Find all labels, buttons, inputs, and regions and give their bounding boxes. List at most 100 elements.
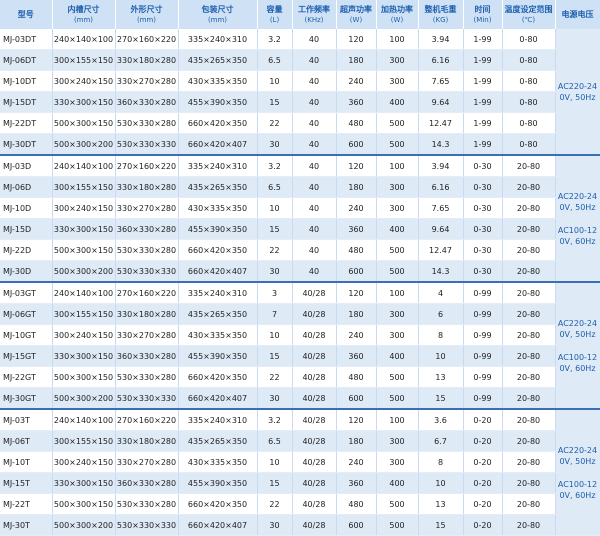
header-unit: (W): [390, 15, 404, 24]
table-row: MJ-06GT 300×155×150 330×180×280 435×265×350…: [0, 303, 600, 325]
data-cell: 12.47: [418, 239, 464, 261]
voltage-cell: AC220-240V, 50Hz: [555, 29, 600, 156]
table-row: MJ-22GT 500×300×150 530×330×280 660×420×350…: [0, 366, 600, 388]
data-cell: 40/28: [292, 324, 337, 346]
voltage-cell: AC220-240V, 50Hz AC100-120V, 60Hz: [555, 281, 600, 410]
data-cell: 40/28: [292, 366, 337, 388]
data-cell: 0-20: [463, 472, 503, 494]
header-title: 包装尺寸: [201, 4, 234, 14]
data-cell: 360: [336, 91, 377, 113]
data-cell: 7: [257, 303, 293, 325]
data-cell: 100: [376, 408, 419, 431]
voltage-text: AC220-240V, 50Hz: [557, 81, 598, 102]
data-cell: 455×390×350: [178, 218, 258, 240]
model-cell: MJ-15D: [0, 218, 53, 240]
data-cell: 400: [376, 218, 419, 240]
voltage-text: AC100-120V, 60Hz: [557, 352, 598, 373]
data-cell: 40/28: [292, 430, 337, 452]
voltage-text: AC220-240V, 50Hz: [557, 191, 598, 212]
data-cell: 240×140×100: [52, 408, 116, 431]
data-cell: 6.5: [257, 49, 293, 71]
data-cell: 330×270×280: [115, 324, 179, 346]
data-cell: 500: [376, 239, 419, 261]
column-header: 外形尺寸 (mm): [115, 0, 179, 29]
data-cell: 6: [418, 303, 464, 325]
data-cell: 0-30: [463, 154, 503, 177]
data-cell: 360: [336, 345, 377, 367]
voltage-text: AC100-120V, 60Hz: [557, 479, 598, 500]
data-cell: 40/28: [292, 408, 337, 431]
data-cell: 40/28: [292, 451, 337, 473]
data-cell: 1-99: [463, 70, 503, 92]
table-row: MJ-10T 300×240×150 330×270×280 430×335×350 1…: [0, 451, 600, 473]
data-cell: 0-80: [502, 29, 556, 50]
data-cell: 40/28: [292, 281, 337, 304]
table-row: MJ-03DT 240×140×100 270×160×220 335×240×310…: [0, 29, 600, 156]
voltage-text: AC220-240V, 50Hz: [557, 445, 598, 466]
data-cell: 660×420×350: [178, 112, 258, 134]
data-cell: 300: [376, 430, 419, 452]
data-cell: 13: [418, 493, 464, 515]
data-cell: 10: [418, 345, 464, 367]
data-cell: 3.2: [257, 29, 293, 50]
data-cell: 0-80: [502, 91, 556, 113]
data-cell: 0-80: [502, 70, 556, 92]
table-row: MJ-30GT 500×300×200 530×330×330 660×420×407…: [0, 387, 600, 410]
data-cell: 1-99: [463, 133, 503, 156]
data-cell: 40/28: [292, 472, 337, 494]
header-title: 加热功率: [381, 4, 413, 14]
data-cell: 6.7: [418, 430, 464, 452]
data-cell: 0-30: [463, 260, 503, 283]
data-cell: 40: [292, 49, 337, 71]
data-cell: 660×420×350: [178, 493, 258, 515]
data-cell: 335×240×310: [178, 154, 258, 177]
model-cell: MJ-03D: [0, 154, 53, 177]
data-cell: 20-80: [502, 472, 556, 494]
data-cell: 0-30: [463, 176, 503, 198]
data-cell: 10: [257, 197, 293, 219]
data-cell: 600: [336, 387, 377, 410]
model-cell: MJ-06DT: [0, 49, 53, 71]
data-cell: 330×300×150: [52, 472, 116, 494]
data-cell: 7.65: [418, 197, 464, 219]
data-cell: 270×160×220: [115, 408, 179, 431]
data-cell: 300: [376, 303, 419, 325]
model-cell: MJ-15DT: [0, 91, 53, 113]
data-cell: 660×420×350: [178, 239, 258, 261]
data-cell: 20-80: [502, 218, 556, 240]
data-cell: 100: [376, 29, 419, 50]
data-cell: 100: [376, 281, 419, 304]
data-cell: 9.64: [418, 218, 464, 240]
data-cell: 300×240×150: [52, 324, 116, 346]
data-cell: 20-80: [502, 514, 556, 536]
data-cell: 1-99: [463, 91, 503, 113]
data-cell: 40: [292, 260, 337, 283]
data-cell: 500: [376, 387, 419, 410]
data-cell: 0-99: [463, 324, 503, 346]
column-header: 温度设定范围 (℃): [502, 0, 556, 29]
data-cell: 3.94: [418, 154, 464, 177]
model-cell: MJ-06D: [0, 176, 53, 198]
data-cell: 1-99: [463, 112, 503, 134]
header-unit: (mm): [73, 15, 94, 24]
data-cell: 10: [418, 472, 464, 494]
column-header: 电源电压: [555, 0, 600, 29]
data-cell: 240: [336, 70, 377, 92]
data-cell: 20-80: [502, 366, 556, 388]
data-cell: 0-30: [463, 197, 503, 219]
data-cell: 500: [376, 260, 419, 283]
table-row: MJ-22D 500×300×150 530×330×280 660×420×350 2…: [0, 239, 600, 261]
model-cell: MJ-15T: [0, 472, 53, 494]
data-cell: 530×330×330: [115, 260, 179, 283]
data-cell: 240×140×100: [52, 281, 116, 304]
data-cell: 20-80: [502, 345, 556, 367]
data-cell: 20-80: [502, 197, 556, 219]
column-header: 容量 (L): [257, 0, 293, 29]
data-cell: 500: [376, 133, 419, 156]
table-row: MJ-30DT 500×300×200 530×330×330 660×420×407…: [0, 133, 600, 156]
header-title: 温度设定范围: [504, 4, 553, 14]
data-cell: 300: [376, 324, 419, 346]
column-header: 包装尺寸 (mm): [178, 0, 258, 29]
data-cell: 430×335×350: [178, 70, 258, 92]
header-title: 工作频率: [298, 4, 330, 14]
